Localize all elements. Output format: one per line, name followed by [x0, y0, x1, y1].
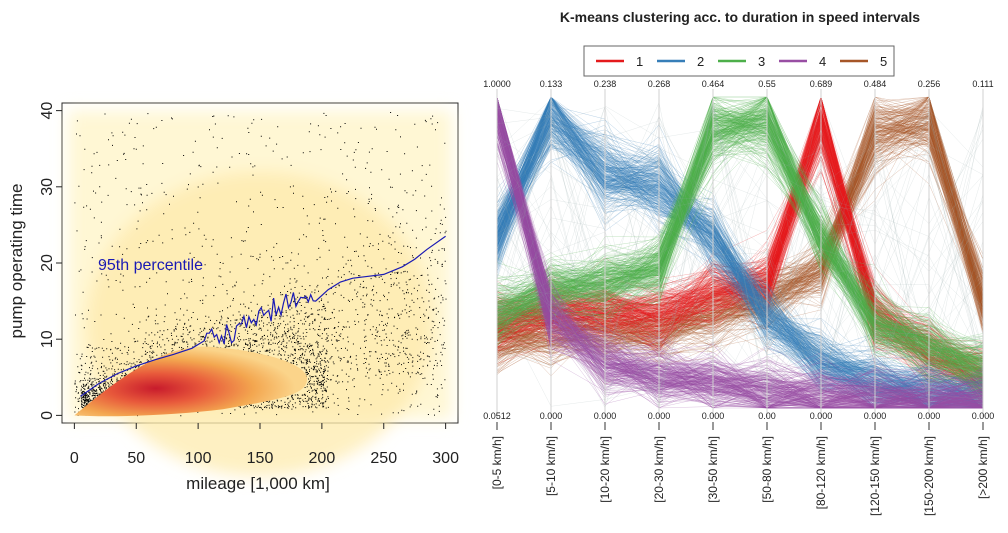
axis-min-label: 0.000 — [540, 411, 563, 421]
percentile-annotation: 95th percentile — [98, 257, 203, 274]
axis-min-label: 0.000 — [702, 411, 725, 421]
axis-max-label: 0.111 — [972, 79, 993, 89]
category-label: [5-10 km/h] — [544, 436, 558, 496]
x-axis: 0 50 100 150 200 250 300 — [70, 423, 459, 467]
axis-min-label: 0.00 — [758, 411, 776, 421]
density-haze — [68, 110, 452, 477]
category-label: [30-50 km/h] — [706, 436, 720, 503]
cluster-lines-5 — [496, 96, 984, 386]
parallel-coordinates-lines — [496, 96, 984, 409]
axis-max-label: 0.55 — [758, 79, 776, 89]
axis-max-label: 0.268 — [648, 79, 671, 89]
axis-max-label: 0.238 — [594, 79, 617, 89]
density-haze-mid — [86, 171, 434, 477]
category-label: [150-200 km/h] — [922, 436, 936, 516]
legend-label: 3 — [758, 54, 765, 69]
category-label: [80-120 km/h] — [814, 436, 828, 509]
x-tick-label: 200 — [309, 450, 336, 467]
right-chart-title: K-means clustering acc. to duration in s… — [560, 9, 920, 25]
right-panel: K-means clustering acc. to duration in s… — [483, 9, 994, 516]
y-tick-label: 40 — [39, 102, 56, 120]
axis-max-label: 0.484 — [864, 79, 887, 89]
category-label: [120-150 km/h] — [868, 436, 882, 516]
y-tick-label: 10 — [39, 330, 56, 348]
cluster-lines-3 — [496, 96, 984, 409]
y-axis-label: pump operating time — [7, 184, 26, 339]
density-core — [74, 346, 308, 417]
axis-max-label: 0.133 — [540, 79, 563, 89]
density-background — [68, 110, 452, 477]
legend-label: 1 — [636, 54, 643, 69]
cluster-lines-4 — [496, 96, 984, 409]
background-lines — [496, 96, 984, 409]
left-panel: 0 50 100 150 200 250 300 0 10 20 30 40 mileage [1,… — [7, 102, 459, 493]
axis-min-label: 0.000 — [810, 411, 833, 421]
x-axis-label: mileage [1,000 km] — [186, 474, 330, 493]
axis-min-label: 0.000 — [648, 411, 671, 421]
density-core-blob — [74, 346, 308, 417]
category-label: [>200 km/h] — [976, 436, 990, 499]
x-tick-label: 250 — [370, 450, 397, 467]
category-label: [0-5 km/h] — [490, 436, 504, 489]
cluster-lines-2 — [496, 96, 984, 409]
category-label: [50-80 km/h] — [760, 436, 774, 503]
y-tick-label: 0 — [39, 411, 56, 420]
percentile-line-group — [80, 235, 446, 397]
axis-max-label: 0.256 — [918, 79, 941, 89]
axis-max-label: 0.464 — [702, 79, 725, 89]
x-tick-label: 50 — [127, 450, 145, 467]
x-tick-label: 300 — [432, 450, 459, 467]
y-tick-label: 30 — [39, 178, 56, 196]
axis-max-label: 1.0000 — [483, 79, 511, 89]
y-tick-label: 20 — [39, 254, 56, 272]
legend-label: 4 — [819, 54, 826, 69]
axis-min-label: 0.000 — [918, 411, 941, 421]
percentile-line — [80, 235, 446, 397]
axis-max-label: 0.689 — [810, 79, 833, 89]
y-axis: 0 10 20 30 40 — [39, 102, 62, 420]
cluster-lines-1 — [496, 96, 984, 409]
legend: 1 2 3 4 5 — [583, 45, 895, 77]
axis-min-label: 0.000 — [972, 411, 995, 421]
x-tick-label: 150 — [247, 450, 274, 467]
axis-min-label: 0.000 — [594, 411, 617, 421]
x-tick-label: 0 — [70, 450, 79, 467]
legend-label: 5 — [880, 54, 887, 69]
parallel-axes: 1.0000 0.0512 [0-5 km/h] 0.133 0.000 [5-10 km… — [483, 79, 994, 516]
x-tick-label: 100 — [185, 450, 212, 467]
axis-min-label: 0.0512 — [483, 411, 511, 421]
category-label: [10-20 km/h] — [598, 436, 612, 503]
legend-label: 2 — [697, 54, 704, 69]
category-label: [20-30 km/h] — [652, 436, 666, 503]
axis-min-label: 0.000 — [864, 411, 887, 421]
